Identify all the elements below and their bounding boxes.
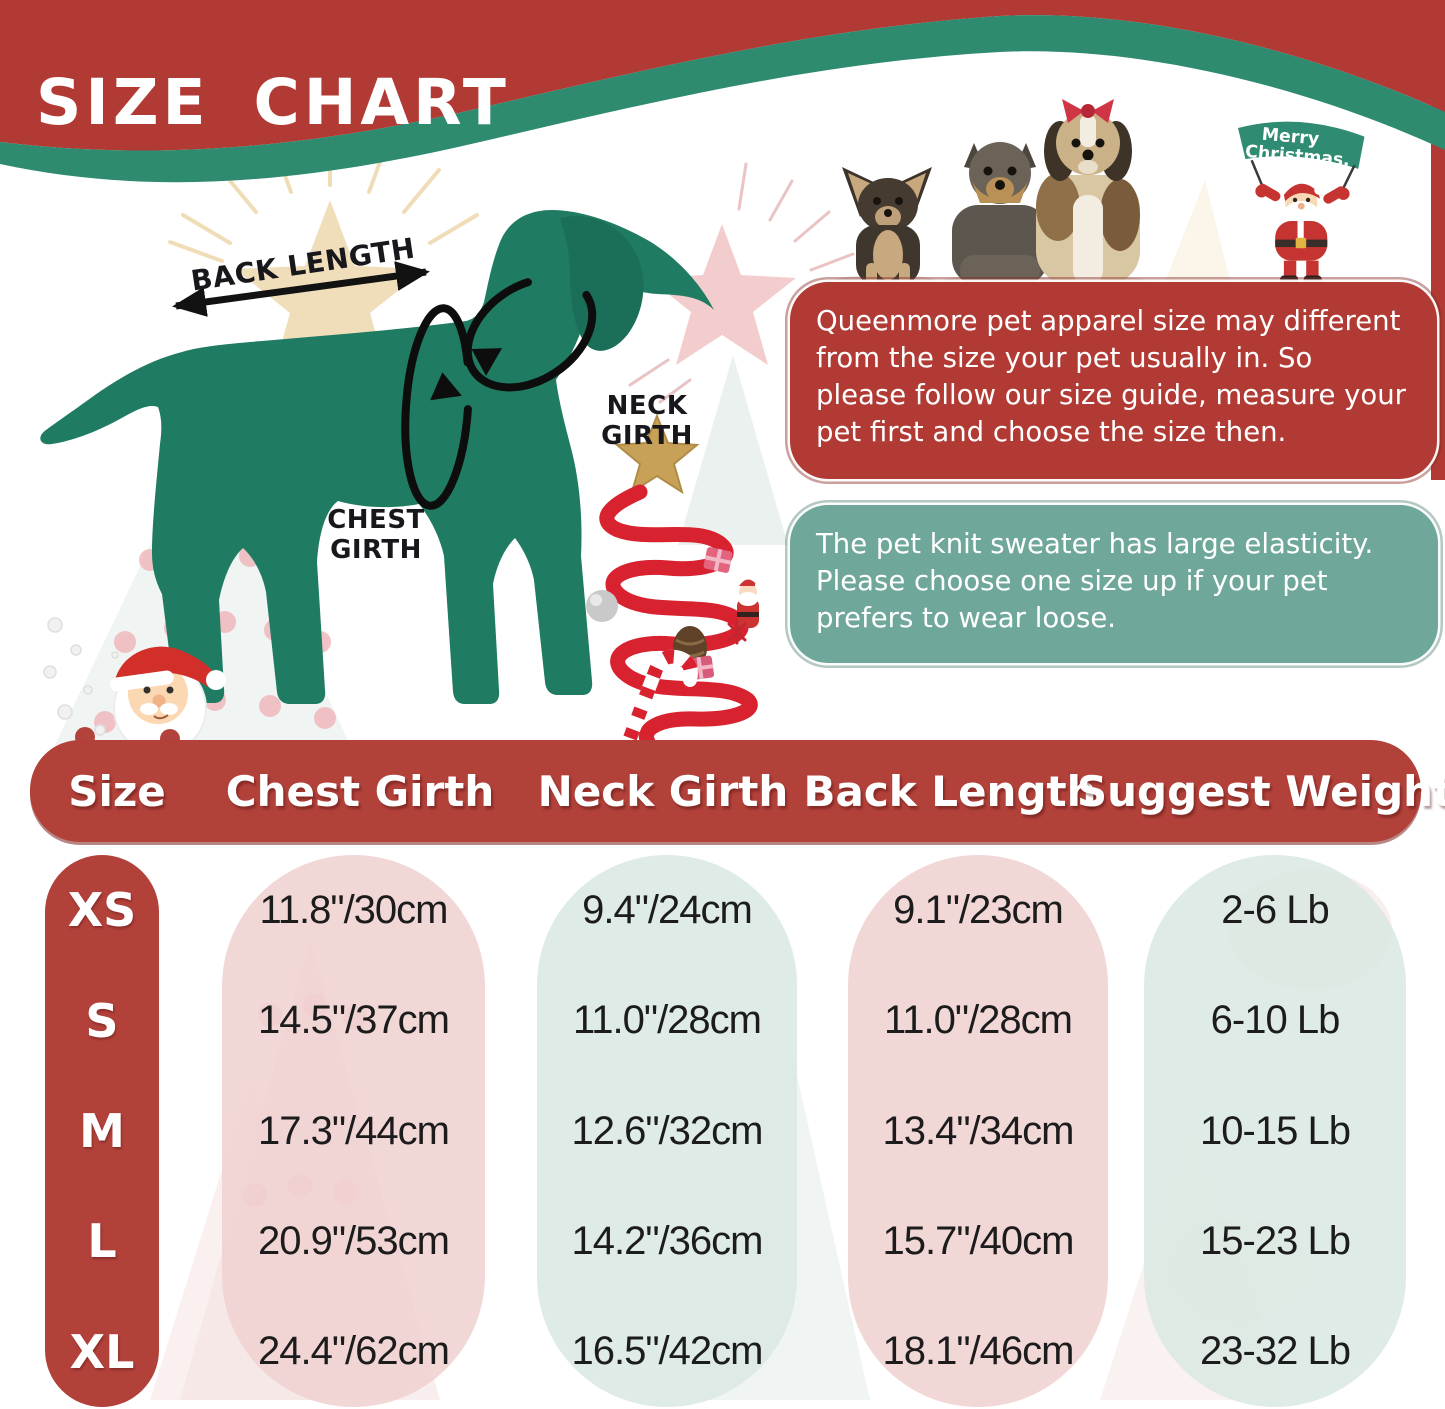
dog-silhouette (40, 210, 715, 704)
column-header-weight: Suggest Weight (1076, 766, 1445, 816)
silver-ball-ornament (586, 590, 618, 622)
santa-head-illustration (110, 646, 226, 755)
dogs-photo-group (833, 99, 1150, 288)
table-cell: 10-15 Lb (1200, 1108, 1351, 1153)
table-cell: 9.4"/24cm (582, 887, 753, 932)
size-label: XL (69, 1324, 135, 1379)
table-cell: 15-23 Lb (1200, 1218, 1351, 1263)
neck-girth-label: NECK GIRTH (601, 391, 693, 451)
dog-ear (560, 216, 644, 351)
size-label: M (79, 1104, 125, 1159)
shih-tzu (1036, 99, 1140, 285)
pink-star (648, 224, 796, 365)
measurement-marks (172, 261, 597, 510)
table-cell: 14.5"/37cm (258, 998, 450, 1043)
gold-star (614, 413, 700, 495)
table-cell: 24.4"/62cm (258, 1329, 450, 1374)
sizing-note: Queenmore pet apparel size may different… (790, 282, 1437, 479)
column-header-size: Size (68, 766, 166, 816)
merry-christmas-banner (1238, 121, 1365, 169)
page-title: SIZE CHART (36, 66, 510, 140)
table-cell: 16.5"/42cm (571, 1329, 764, 1374)
gift-box (703, 547, 733, 573)
chest-girth-column: 11.8"/30cm 14.5"/37cm 17.3"/44cm 20.9"/5… (222, 855, 485, 1407)
table-cell: 11.8"/30cm (259, 887, 448, 932)
candy-cane (623, 649, 698, 745)
back-length-column: 9.1"/23cm 11.0"/28cm 13.4"/34cm 15.7"/40… (848, 855, 1108, 1407)
suggest-weight-column: 2-6 Lb 6-10 Lb 10-15 Lb 15-23 Lb 23-32 L… (1144, 855, 1406, 1407)
size-label: XS (67, 883, 137, 938)
mini-santa-ornament (737, 579, 763, 628)
size-column: XS S M L XL (45, 855, 159, 1407)
yorkshire-terrier (952, 142, 1048, 285)
table-cell: 11.0"/28cm (883, 998, 1073, 1043)
neck-girth-column: 9.4"/24cm 11.0"/28cm 12.6"/32cm 14.2"/36… (537, 855, 797, 1407)
table-cell: 15.7"/40cm (882, 1218, 1075, 1263)
back-length-arrow (172, 261, 430, 317)
chihuahua (842, 167, 932, 285)
merry-christmas-line1: Merry (1261, 125, 1320, 150)
santa-illustration: Merry Christmas. (1238, 121, 1365, 285)
table-header-bar (30, 740, 1421, 842)
table-cell: 17.3"/44cm (258, 1108, 450, 1153)
table-cell: 11.0"/28cm (572, 998, 762, 1043)
table-cell: 9.1"/23cm (893, 887, 1064, 932)
column-header-chest: Chest Girth (225, 766, 495, 816)
table-cell: 14.2"/36cm (571, 1218, 764, 1263)
banner-green-swoosh (0, 15, 1445, 183)
chest-girth-arrowhead (430, 372, 462, 401)
red-bow (1062, 99, 1114, 123)
table-cell: 23-32 Lb (1200, 1329, 1351, 1374)
table-cell: 13.4"/34cm (882, 1108, 1075, 1153)
elasticity-note: The pet knit sweater has large elasticit… (790, 505, 1438, 663)
size-label: S (85, 993, 119, 1048)
table-cell: 20.9"/53cm (258, 1218, 450, 1263)
sizing-note-text: Queenmore pet apparel size may different… (816, 305, 1406, 448)
table-cell: 2-6 Lb (1221, 887, 1329, 932)
neck-girth-ellipse (463, 274, 597, 392)
neck-girth-arrowhead (471, 348, 502, 376)
table-cell: 18.1"/46cm (882, 1329, 1075, 1374)
ribbon-christmas-tree (586, 413, 763, 750)
chest-girth-label: CHEST GIRTH (327, 505, 425, 565)
red-snowflake (727, 619, 747, 645)
column-header-neck: Neck Girth (537, 766, 789, 816)
elasticity-note-text: The pet knit sweater has large elasticit… (816, 528, 1374, 634)
size-label: L (87, 1214, 117, 1269)
table-cell: 12.6"/32cm (571, 1108, 764, 1153)
banner-red-shape (0, 0, 1445, 151)
chest-girth-ellipse (401, 304, 473, 510)
column-header-back: Back Length (803, 766, 1097, 816)
table-cell: 6-10 Lb (1210, 998, 1341, 1043)
